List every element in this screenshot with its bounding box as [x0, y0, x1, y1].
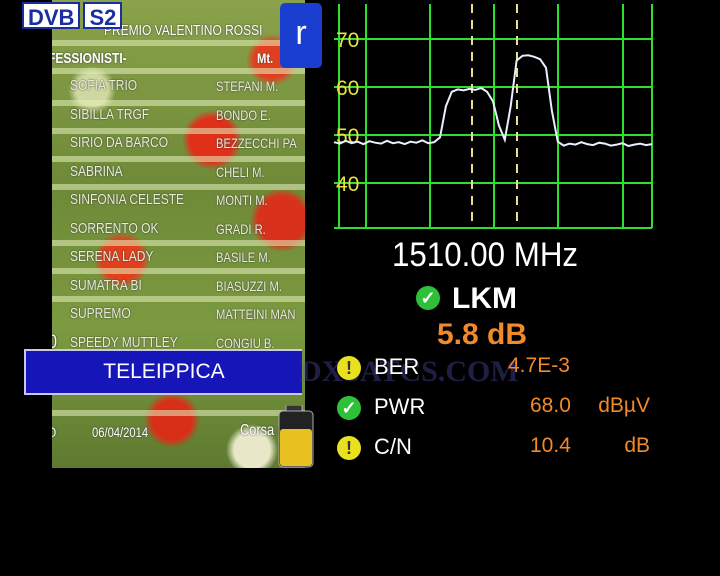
runner-horse: SABRINA	[70, 162, 123, 180]
channel-name-banner: TELEIPPICA	[24, 349, 302, 395]
runner-jockey: BASILE M.	[216, 249, 271, 265]
race-title: PREMIO VALENTINO ROSSI	[104, 22, 263, 39]
dvb-logo-text: DVB	[22, 2, 81, 30]
warning-icon: !	[337, 356, 361, 380]
runner-jockey: CHELI M.	[216, 163, 265, 180]
s2-logo-text: S2	[83, 2, 123, 30]
metric-label: PWR	[374, 394, 426, 419]
spectrum-trace	[333, 54, 653, 148]
dvb-s2-logo: DVB S2	[22, 2, 123, 30]
battery-icon	[278, 405, 314, 468]
runner-jockey: MONTI M.	[216, 192, 268, 208]
channel-logo: r	[280, 3, 322, 68]
runner-horse: SERENA LADY	[70, 248, 154, 265]
header-right: Mt.	[257, 50, 274, 66]
warning-icon: !	[337, 436, 361, 460]
footer-date: 06/04/2014	[92, 424, 149, 440]
metric-label: BER	[374, 354, 420, 379]
y-tick-label: 50	[336, 125, 359, 148]
metric-value: 4.7E-3	[508, 354, 570, 377]
metric-value: 10.4	[530, 434, 571, 457]
runner-horse: SPEEDY MUTTLEY	[70, 333, 178, 351]
runner-jockey: BIASUZZI M.	[216, 277, 282, 294]
video-preview: PREMIO VALENTINO ROSSI PROFESSIONISTI- M…	[52, 0, 305, 468]
runner-jockey: GRADI R.	[216, 220, 266, 237]
runner-jockey: STEFANI M.	[216, 78, 279, 94]
y-tick-label: 80	[336, 0, 359, 4]
runner-horse: SIRIO DA BARCO	[70, 134, 169, 151]
runner-jockey: BONDO E.	[216, 106, 271, 123]
runner-number: 10	[52, 332, 57, 354]
y-tick-label: 40	[336, 173, 359, 196]
spectrum-chart: 80 70 60 50 40	[333, 0, 653, 229]
runner-horse: SIBILLA TRGF	[70, 105, 150, 123]
metric-value: 68.0	[530, 394, 571, 417]
metric-unit: dB	[624, 434, 650, 457]
mer-value: 5.8 dB	[437, 318, 528, 351]
metric-label: C/N	[374, 434, 412, 459]
runner-jockey: MATTEINI MAN	[216, 306, 296, 322]
y-tick-label: 60	[336, 77, 359, 100]
channel-logo-text: r	[295, 14, 307, 52]
footer-left: BO	[52, 424, 56, 440]
runner-horse: SOFIA TRIO	[70, 77, 138, 94]
check-icon: ✓	[337, 396, 361, 420]
lock-ok-icon: ✓	[416, 286, 440, 310]
runner-horse: SINFONIA CELESTE	[70, 191, 185, 208]
lock-status: LKM	[452, 282, 517, 315]
runner-horse: SORRENTO OK	[70, 219, 159, 237]
watermark: DXSATCS.COM	[300, 355, 519, 388]
frequency-readout: 1510.00 MHz	[392, 236, 579, 274]
header-left: PROFESSIONISTI-	[52, 50, 127, 67]
runner-jockey: BEZZECCHI PA	[216, 135, 297, 151]
y-tick-label: 70	[336, 29, 359, 52]
runner-horse: SUMATRA BI	[70, 276, 142, 294]
metric-unit: dBµV	[598, 394, 650, 417]
runner-jockey: CONGIU B.	[216, 334, 275, 351]
runner-horse: SUPREMO	[70, 305, 131, 322]
